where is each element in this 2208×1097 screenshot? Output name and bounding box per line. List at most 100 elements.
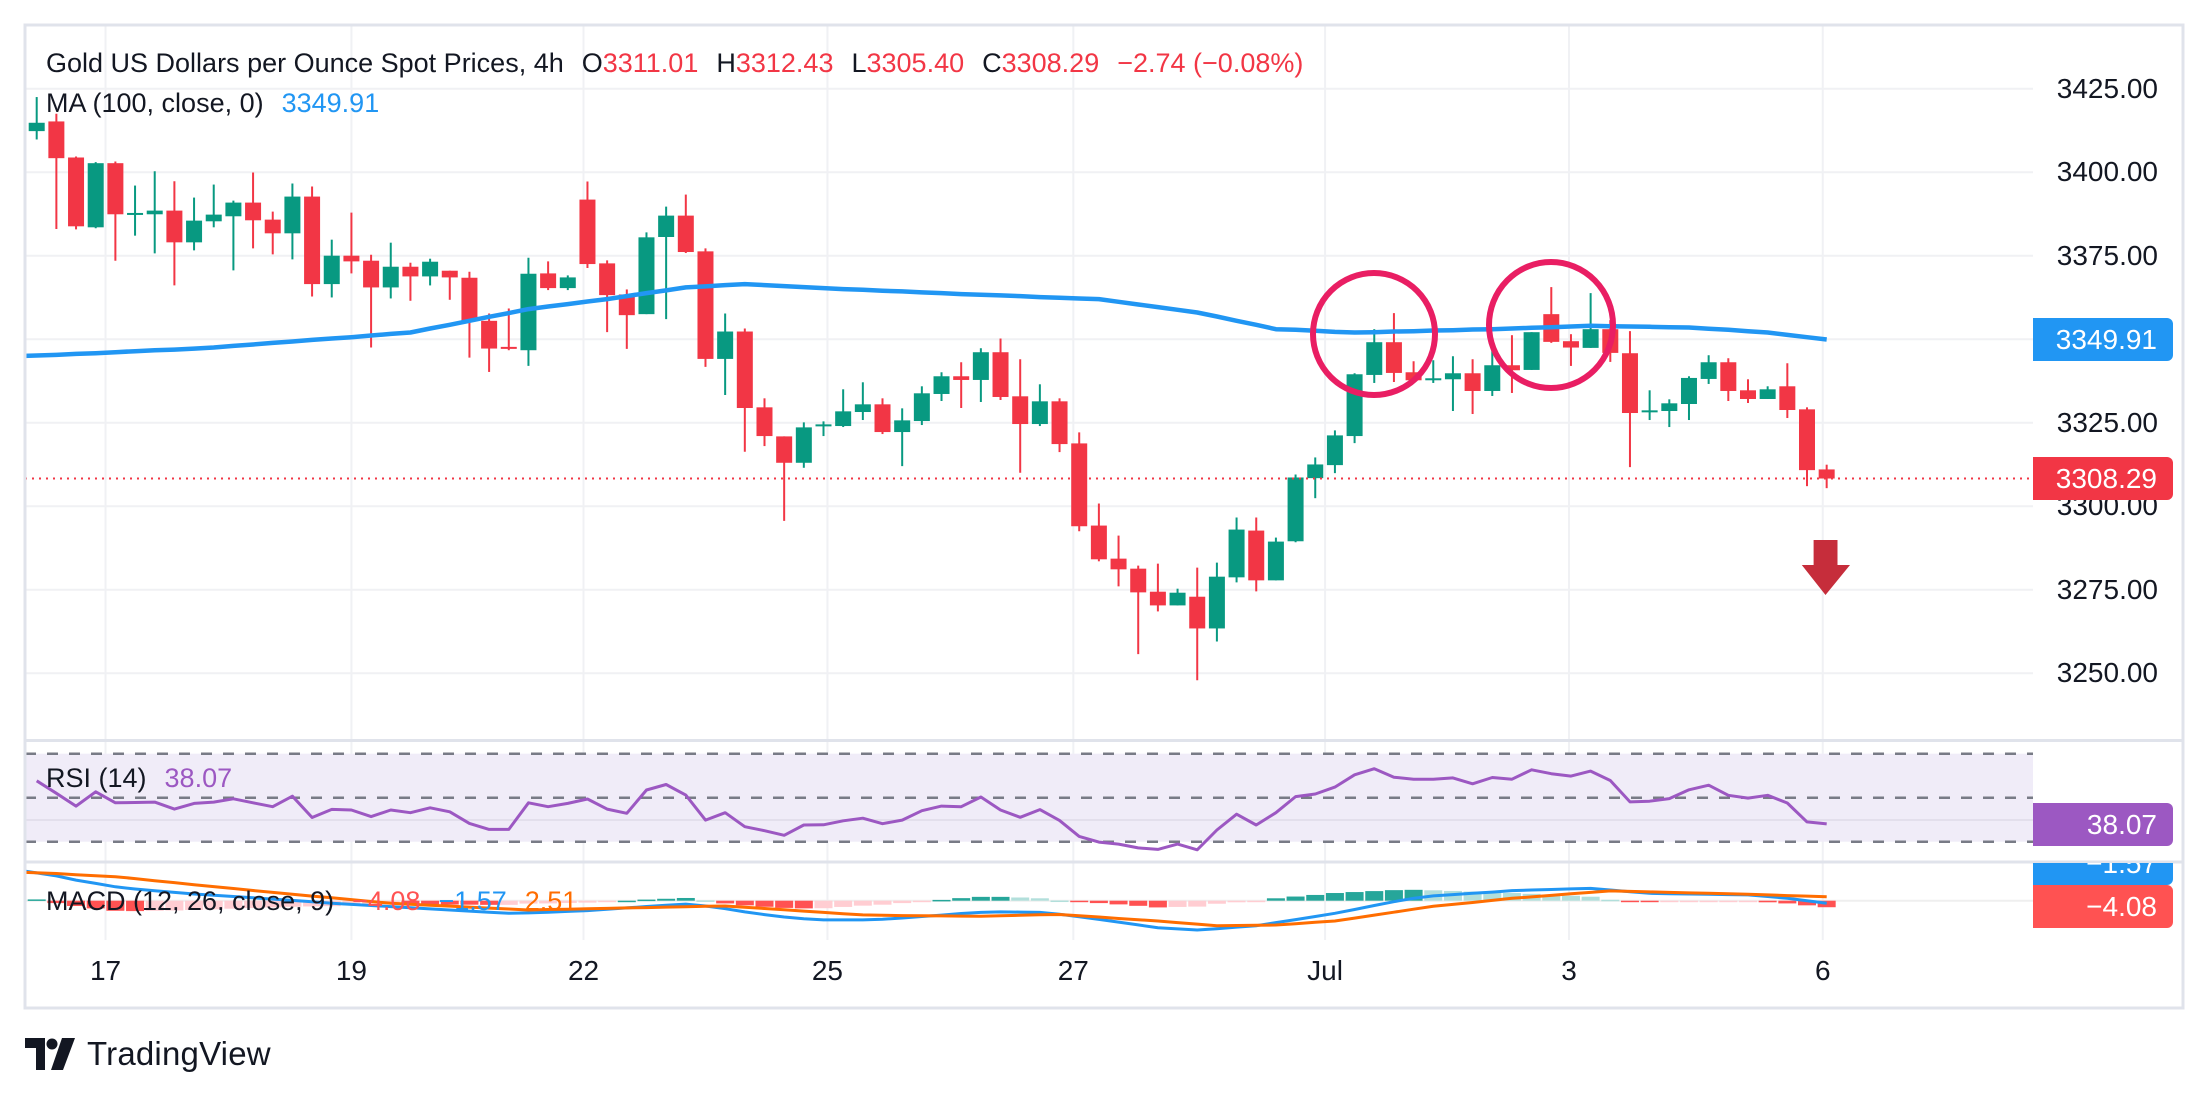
candle-body — [638, 237, 655, 315]
candle — [1051, 398, 1068, 453]
candle — [756, 398, 773, 447]
candle-body — [1149, 591, 1166, 606]
candle-body — [1169, 592, 1186, 606]
candle — [933, 372, 950, 401]
macd-histogram-bar — [1227, 900, 1246, 903]
down-arrow-icon — [1801, 540, 1850, 595]
macd-legend[interactable]: MACD (12, 26, close, 9) −4.08 −1.57 2.51 — [46, 885, 595, 917]
ohlc-open: O3311.01 — [581, 48, 699, 78]
macd-histogram-bar — [519, 900, 538, 904]
candle — [1818, 464, 1835, 489]
candle — [28, 97, 45, 140]
candle-body — [1680, 377, 1697, 404]
macd-histogram-bar — [499, 900, 518, 905]
macd-histogram-bar — [1679, 900, 1698, 903]
candle-body — [1228, 529, 1245, 578]
candle-body — [1621, 353, 1638, 414]
macd-histogram-bar — [27, 899, 46, 901]
candle-body — [284, 196, 301, 234]
candle — [1366, 329, 1383, 383]
macd-histogram-bar — [578, 900, 597, 903]
candle — [540, 261, 557, 291]
ma-legend[interactable]: MA (100, close, 0) 3349.91 — [46, 87, 397, 119]
candle — [913, 386, 930, 426]
candle-body — [1130, 568, 1147, 593]
macd-histogram-bar — [1778, 900, 1797, 904]
candle — [146, 171, 163, 254]
candle-body — [1503, 365, 1520, 371]
tradingview-logo[interactable]: TradingView — [25, 1034, 271, 1074]
candle-body — [1405, 372, 1422, 381]
candle — [1464, 359, 1481, 415]
ohlc-high: H3312.43 — [716, 48, 834, 78]
candle-body — [677, 215, 694, 253]
candle-body — [87, 163, 104, 228]
ma-legend-label: MA (100, close, 0) — [46, 88, 264, 118]
candle-body — [1248, 530, 1265, 581]
candle — [1071, 432, 1088, 532]
candle-body — [500, 346, 517, 349]
candle-body — [1385, 342, 1402, 373]
candle — [835, 389, 852, 428]
candle — [1661, 399, 1678, 428]
macd-legend-macd: −1.57 — [438, 886, 507, 916]
candle — [127, 185, 144, 236]
macd-histogram-bar — [1601, 899, 1620, 902]
candle-body — [1031, 401, 1048, 425]
candle — [953, 362, 970, 409]
candle-body — [186, 220, 203, 243]
candle — [1248, 517, 1265, 592]
candle — [166, 181, 183, 286]
double-top-circle-1 — [1310, 270, 1438, 398]
candle — [461, 271, 478, 358]
candle — [717, 313, 734, 395]
macd-histogram-bar — [971, 896, 990, 901]
candle-body — [618, 294, 635, 316]
macd-histogram-bar — [86, 900, 105, 909]
candle-body — [520, 273, 537, 351]
macd-histogram-bar — [1129, 900, 1148, 906]
candle-body — [953, 376, 970, 380]
macd-histogram-bar — [1798, 900, 1816, 906]
macd-histogram-bar — [401, 900, 420, 905]
macd-histogram-bar — [873, 900, 892, 905]
candle — [68, 156, 85, 230]
price-tick: 3400.00 — [2056, 156, 2158, 188]
date-tick: 3 — [1561, 955, 1577, 986]
candle — [48, 113, 65, 229]
ohlc-low: L3305.40 — [851, 48, 965, 78]
macd-histogram-bar — [1306, 894, 1325, 901]
candle-body — [894, 420, 911, 433]
candle — [520, 257, 537, 366]
candle-body — [1739, 390, 1756, 399]
candle-body — [1582, 329, 1599, 348]
candle — [1326, 430, 1343, 474]
symbol-legend[interactable]: Gold US Dollars per Ounce Spot Prices, 4… — [46, 47, 1321, 79]
rsi-legend[interactable]: RSI (14) 38.07 — [46, 762, 250, 794]
candle-body — [854, 404, 871, 413]
candle-body — [166, 210, 183, 243]
candle-body — [933, 376, 950, 394]
candle — [245, 172, 262, 249]
candle — [1425, 360, 1442, 383]
candle — [1267, 537, 1284, 581]
macd-histogram-bar — [480, 900, 499, 905]
candle — [658, 206, 675, 320]
candle — [599, 260, 616, 333]
macd-histogram-bar — [1738, 900, 1757, 903]
candle — [1621, 331, 1638, 468]
candle — [992, 338, 1009, 400]
candle — [1110, 535, 1127, 587]
candle — [736, 328, 753, 452]
candle-body — [1071, 443, 1088, 527]
candle — [874, 398, 891, 435]
macd-histogram-bar — [126, 900, 145, 912]
macd-histogram-bar — [1620, 900, 1639, 903]
macd-histogram-bar — [1207, 900, 1226, 904]
candle-body — [343, 255, 360, 262]
candle — [441, 270, 458, 300]
candle-body — [1346, 374, 1363, 437]
candle — [1680, 376, 1697, 421]
candle — [1799, 407, 1815, 487]
